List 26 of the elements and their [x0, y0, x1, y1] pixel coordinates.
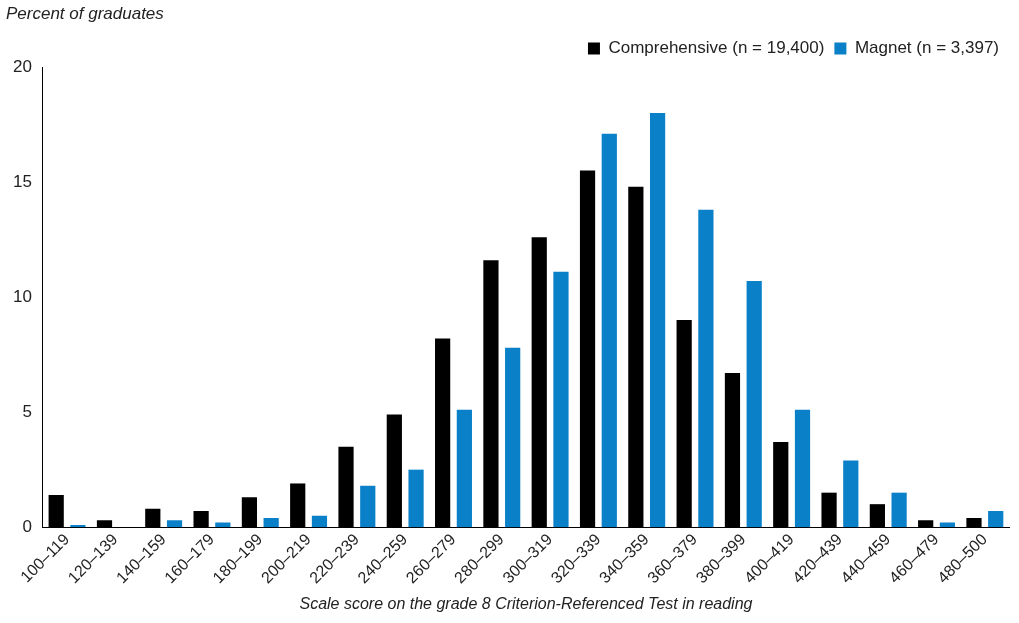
- bar: [698, 209, 714, 528]
- bar: [311, 515, 328, 528]
- x-axis-title: Scale score on the grade 8 Criterion-Referenced Test in reading: [299, 594, 753, 612]
- bar: [505, 347, 521, 528]
- y-tick-label: 0: [22, 516, 32, 536]
- bar: [746, 280, 762, 528]
- bar: [553, 271, 569, 528]
- bar: [360, 485, 376, 528]
- y-tick-label: 5: [22, 401, 32, 421]
- bar: [988, 511, 1004, 528]
- y-tick-label: 20: [12, 56, 32, 76]
- bar: [263, 517, 279, 528]
- bar: [70, 524, 86, 528]
- y-axis-title: Percent of graduates: [6, 4, 164, 24]
- legend-label: Magnet (n = 3,397): [854, 38, 1000, 58]
- y-tick-label: 15: [12, 171, 32, 191]
- y-tick-label: 10: [12, 286, 32, 306]
- bar: [843, 460, 859, 528]
- bar: [456, 409, 472, 528]
- bar: [408, 469, 424, 528]
- bar: [166, 520, 183, 528]
- bar: [891, 492, 907, 528]
- bar: [794, 409, 811, 528]
- bar: [601, 133, 617, 528]
- legend-label: Comprehensive (n = 19,400): [608, 38, 825, 58]
- bar: [649, 113, 666, 528]
